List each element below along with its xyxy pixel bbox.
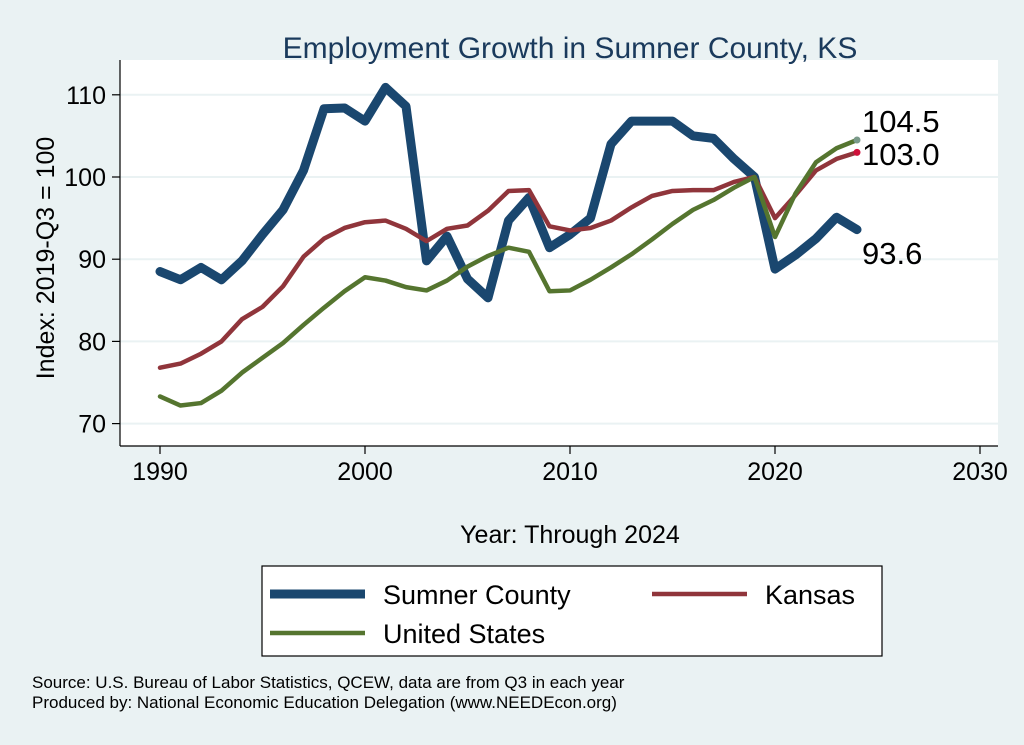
legend-label: United States bbox=[383, 619, 545, 649]
y-tick-label: 80 bbox=[78, 328, 106, 356]
legend-box bbox=[261, 565, 883, 657]
x-tick-label: 2020 bbox=[747, 458, 803, 486]
legend-label: Sumner County bbox=[383, 580, 571, 610]
producer-note: Produced by: National Economic Education… bbox=[32, 693, 617, 712]
end-marker bbox=[853, 226, 861, 234]
series-line-sumner-county bbox=[155, 82, 862, 303]
y-tick-label: 100 bbox=[64, 164, 106, 192]
source-note: Source: U.S. Bureau of Labor Statistics,… bbox=[32, 673, 625, 692]
x-tick-label: 1990 bbox=[132, 458, 188, 486]
x-tick-label: 2000 bbox=[337, 458, 393, 486]
y-tick-label: 90 bbox=[78, 246, 106, 274]
x-tick-label: 2010 bbox=[542, 458, 598, 486]
end-value-label: 93.6 bbox=[862, 236, 922, 271]
chart-title: Employment Growth in Sumner County, KS bbox=[283, 32, 858, 65]
y-tick-label: 110 bbox=[66, 82, 106, 110]
end-value-label: 104.5 bbox=[862, 104, 940, 139]
legend: Sumner County Kansas United States bbox=[261, 565, 883, 657]
x-tick-label: 2030 bbox=[952, 458, 1008, 486]
end-marker bbox=[853, 136, 861, 144]
y-tick-label: 70 bbox=[78, 411, 106, 439]
y-axis-label: Index: 2019-Q3 = 100 bbox=[32, 137, 60, 380]
x-axis-label: Year: Through 2024 bbox=[460, 521, 680, 549]
end-marker bbox=[853, 148, 861, 156]
series-line-united-states bbox=[157, 137, 860, 408]
end-value-label: 103.0 bbox=[862, 137, 940, 172]
series-line-kansas bbox=[157, 150, 860, 370]
plot-area bbox=[120, 60, 998, 446]
legend-label: Kansas bbox=[765, 580, 855, 610]
